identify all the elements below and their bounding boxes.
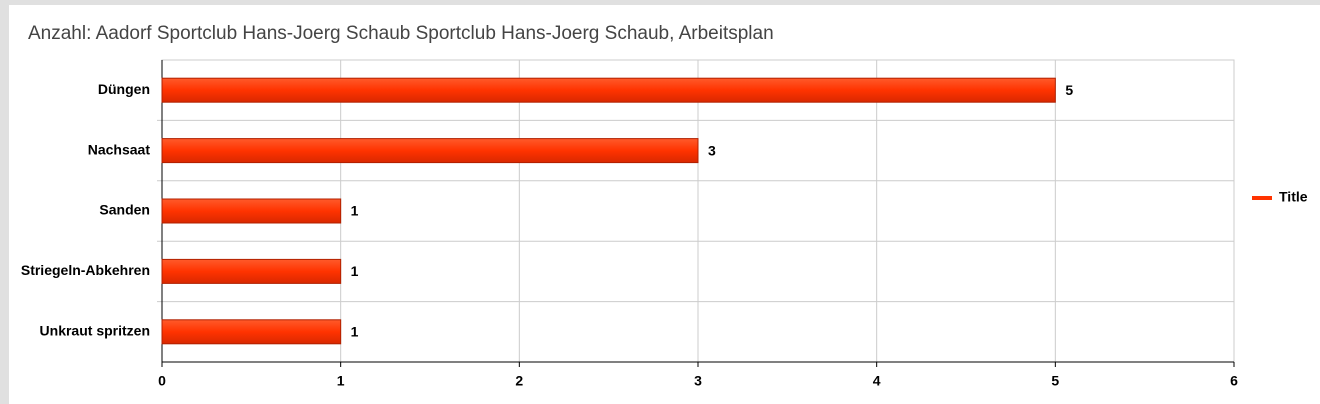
y-tick-label: Nachsaat [88,141,151,157]
bar [161,77,1056,103]
y-tick-label: Unkraut spritzen [40,323,150,339]
data-label: 5 [1065,82,1073,98]
x-tick-label: 3 [694,373,702,389]
data-label: 1 [351,324,359,340]
bar [161,319,342,345]
chart-title: Anzahl: Aadorf Sportclub Hans-Joerg Scha… [28,23,774,44]
bar [161,198,342,224]
x-tick-label: 1 [337,373,345,389]
y-tick-label: Striegeln-Abkehren [21,262,150,278]
data-label: 1 [351,263,359,279]
y-tick-label: Sanden [99,202,150,218]
y-tick-label: Düngen [98,81,150,97]
bar [161,258,342,284]
x-tick-label: 0 [158,373,166,389]
x-tick-label: 6 [1230,373,1238,389]
x-tick-label: 4 [873,373,881,389]
data-label: 3 [708,142,716,158]
legend-label: Title [1279,189,1308,205]
bar [161,138,699,164]
data-label: 1 [351,203,359,219]
x-tick-label: 5 [1051,373,1059,389]
x-tick-label: 2 [515,373,523,389]
